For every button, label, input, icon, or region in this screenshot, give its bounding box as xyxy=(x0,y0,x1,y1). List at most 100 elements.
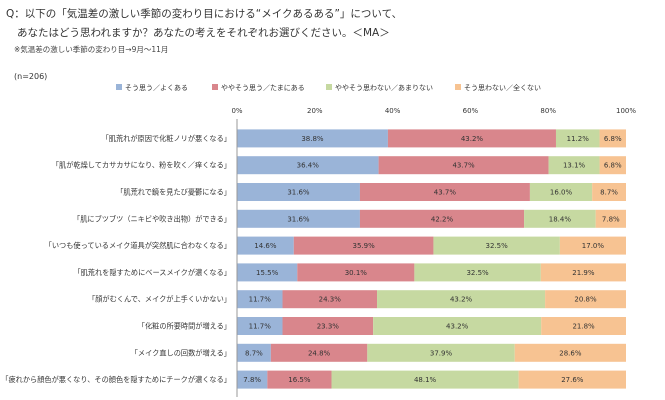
category-label: 「肌荒れを隠すためにベースメイクが濃くなる」 xyxy=(73,268,231,277)
data-label: 38.8% xyxy=(301,135,324,143)
data-label: 24.3% xyxy=(319,296,342,304)
bar-segment xyxy=(387,129,556,148)
bar-segment xyxy=(545,290,626,309)
bar-segment xyxy=(237,156,379,175)
bar-segment xyxy=(518,370,626,389)
data-label: 35.9% xyxy=(352,242,375,250)
bar-segment xyxy=(282,290,378,309)
bar-segment xyxy=(297,263,415,282)
data-label: 6.8% xyxy=(604,135,622,143)
bar-segment xyxy=(267,370,332,389)
legend-label: ややそう思わない／あまりない xyxy=(335,84,433,92)
bar-segment xyxy=(541,317,626,335)
data-label: 17.0% xyxy=(582,242,605,250)
data-label: 15.5% xyxy=(256,269,279,277)
data-label: 32.5% xyxy=(466,269,489,277)
category-label: 「いつも使っているメイク道具が突然肌に合わなくなる」 xyxy=(45,241,231,250)
data-label: 31.6% xyxy=(287,215,310,223)
data-label: 11.7% xyxy=(249,296,272,304)
category-label: 「メイク直しの回数が増える」 xyxy=(131,348,231,357)
bar-segment xyxy=(237,263,298,282)
question-line-2: あなたはどう思われますか？あなたの考えをそれぞれお選びください。＜MA＞ xyxy=(17,27,390,39)
data-label: 11.7% xyxy=(249,323,272,331)
bar-segment xyxy=(359,183,530,201)
x-tick-label: 40% xyxy=(385,107,401,115)
bar-segment xyxy=(331,370,519,389)
category-label: 「肌にブツブツ（ニキビや吹き出物）ができる」 xyxy=(73,214,231,223)
legend-swatch xyxy=(326,84,332,90)
data-label: 16.5% xyxy=(288,376,311,384)
bar-segment xyxy=(378,156,549,175)
bar-segment xyxy=(237,370,268,389)
bar-segment xyxy=(599,156,626,175)
legend-swatch xyxy=(116,84,122,90)
data-label: 11.2% xyxy=(567,135,590,143)
data-label: 23.3% xyxy=(317,323,340,331)
data-label: 43.2% xyxy=(446,323,469,331)
bar-segment xyxy=(555,129,600,148)
data-label: 43.2% xyxy=(461,135,484,143)
data-label: 48.1% xyxy=(414,376,437,384)
bar-segment xyxy=(237,236,294,255)
data-label: 20.8% xyxy=(574,296,597,304)
data-label: 7.8% xyxy=(602,215,620,223)
category-label: 「顔がむくんで、メイクが上手くいかない」 xyxy=(88,295,231,304)
bar-segment xyxy=(524,209,596,228)
data-label: 24.8% xyxy=(308,349,331,357)
bar-segment xyxy=(237,317,283,335)
bar-segment xyxy=(237,343,271,362)
bar-segment xyxy=(237,209,360,228)
bar-segment xyxy=(599,129,626,148)
bar-segment xyxy=(237,290,283,309)
data-label: 8.7% xyxy=(245,349,263,357)
data-label: 43.7% xyxy=(452,162,475,170)
data-label: 8.7% xyxy=(600,189,618,197)
data-label: 36.4% xyxy=(297,162,320,170)
data-label: 6.8% xyxy=(604,162,622,170)
data-label: 43.2% xyxy=(450,296,473,304)
bar-segment xyxy=(282,317,374,335)
question-line-1: Q：以下の「気温差の激しい季節の変わり目における“メイクあるある”」について、 xyxy=(6,8,403,20)
data-label: 31.6% xyxy=(287,189,310,197)
bar-segment xyxy=(359,209,525,228)
x-tick-label: 80% xyxy=(540,107,556,115)
bar-segment xyxy=(592,183,626,201)
data-label: 42.2% xyxy=(431,215,454,223)
legend-swatch xyxy=(212,84,218,90)
x-tick-label: 60% xyxy=(463,107,479,115)
bar-segment xyxy=(293,236,434,255)
x-tick-label: 0% xyxy=(231,107,242,115)
x-tick-label: 100% xyxy=(616,107,636,115)
data-label: 27.6% xyxy=(561,376,584,384)
data-label: 14.6% xyxy=(254,242,277,250)
bar-segment xyxy=(414,263,541,282)
bar-segment xyxy=(373,317,542,335)
bar-segment xyxy=(548,156,600,175)
category-label: 「肌が乾燥してカサカサになり、粉を吹く／痒くなる」 xyxy=(52,161,231,170)
bar-segment xyxy=(595,209,626,228)
category-label: 「肌荒れが原因で化粧ノリが悪くなる」 xyxy=(102,134,231,143)
bar-segment xyxy=(540,263,626,282)
bar-segment xyxy=(529,183,593,201)
data-label: 21.9% xyxy=(572,269,595,277)
data-label: 7.8% xyxy=(243,376,261,384)
bar-segment xyxy=(237,183,360,201)
legend-label: ややそう思う／たまにある xyxy=(221,84,305,92)
bar-segment xyxy=(377,290,546,309)
bar-segment xyxy=(514,343,626,362)
legend-swatch xyxy=(455,84,461,90)
category-label: 「疲れから顔色が悪くなり、その顔色を隠すためにチークが濃くなる」 xyxy=(1,375,231,384)
data-label: 13.1% xyxy=(563,162,586,170)
category-label: 「肌荒れで鏡を見たび憂鬱になる」 xyxy=(116,188,231,197)
x-tick-label: 20% xyxy=(307,107,323,115)
period-note: ※気温差の激しい季節の変わり目→9月～11月 xyxy=(14,45,169,54)
sample-size: (n=206) xyxy=(14,72,48,81)
data-label: 16.0% xyxy=(550,189,573,197)
data-label: 18.4% xyxy=(549,215,572,223)
category-label: 「化粧の所要時間が増える」 xyxy=(138,322,231,331)
data-label: 30.1% xyxy=(345,269,368,277)
data-label: 21.8% xyxy=(572,323,595,331)
data-label: 32.5% xyxy=(486,242,509,250)
data-label: 43.7% xyxy=(434,189,457,197)
bar-segment xyxy=(270,343,368,362)
